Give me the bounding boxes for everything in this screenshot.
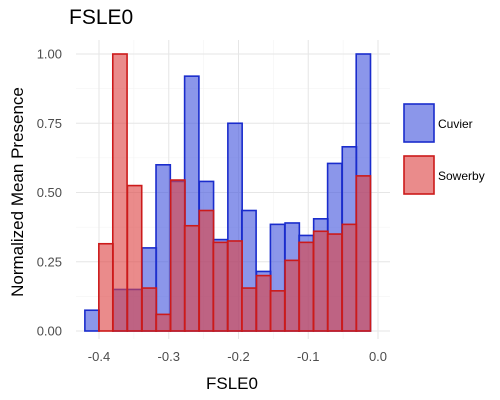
bar-sowerby bbox=[284, 259, 301, 332]
x-tick-label: -0.4 bbox=[88, 349, 110, 364]
bars-layer bbox=[84, 53, 372, 332]
x-tick-label: -0.2 bbox=[227, 349, 249, 364]
legend-label-sowerby: Sowerby bbox=[438, 169, 485, 183]
bar-sowerby bbox=[326, 233, 343, 332]
bar-sowerby bbox=[269, 290, 286, 332]
x-tick-label: -0.1 bbox=[297, 349, 319, 364]
bar-sowerby bbox=[169, 179, 186, 332]
bar-sowerby bbox=[98, 242, 114, 332]
y-tick-label: 0.50 bbox=[37, 185, 62, 200]
x-axis-title: FSLE0 bbox=[206, 374, 258, 393]
bar-sowerby bbox=[212, 241, 229, 332]
legend-label-cuvier: Cuvier bbox=[438, 117, 473, 131]
bar-cuvier bbox=[84, 309, 100, 332]
bar-sowerby bbox=[183, 224, 200, 332]
y-tick-label: 0.00 bbox=[37, 324, 62, 339]
y-tick-label: 1.00 bbox=[37, 47, 62, 62]
legend-key-sowerby bbox=[403, 155, 435, 195]
y-tick-label: 0.75 bbox=[37, 116, 62, 131]
y-axis-title: Normalized Mean Presence bbox=[8, 87, 27, 297]
bar-sowerby bbox=[255, 274, 272, 332]
bar-sowerby bbox=[126, 184, 143, 332]
bar-sowerby bbox=[312, 230, 329, 332]
bar-sowerby bbox=[111, 53, 128, 332]
bar-sowerby bbox=[141, 287, 158, 332]
bar-cuvier bbox=[155, 164, 172, 332]
bar-sowerby bbox=[298, 241, 315, 332]
bar-sowerby bbox=[227, 240, 243, 332]
chart-title: FSLE0 bbox=[69, 6, 133, 29]
y-tick-label: 0.25 bbox=[37, 254, 62, 269]
legend-key-cuvier bbox=[403, 103, 435, 143]
axis-layer: 0.00 0.25 0.50 0.75 1.00 -0.4 -0.3 -0.2 -0.1 0.0 bbox=[37, 47, 387, 365]
bar-sowerby bbox=[355, 175, 372, 332]
series-sowerby bbox=[98, 53, 372, 332]
x-tick-label: 0.0 bbox=[369, 349, 387, 364]
bar-sowerby bbox=[155, 313, 172, 332]
bar-sowerby bbox=[341, 223, 358, 332]
bar-sowerby bbox=[241, 287, 257, 332]
legend: Cuvier Sowerby bbox=[403, 103, 485, 195]
x-tick-label: -0.3 bbox=[158, 349, 180, 364]
bar-sowerby bbox=[198, 209, 215, 332]
